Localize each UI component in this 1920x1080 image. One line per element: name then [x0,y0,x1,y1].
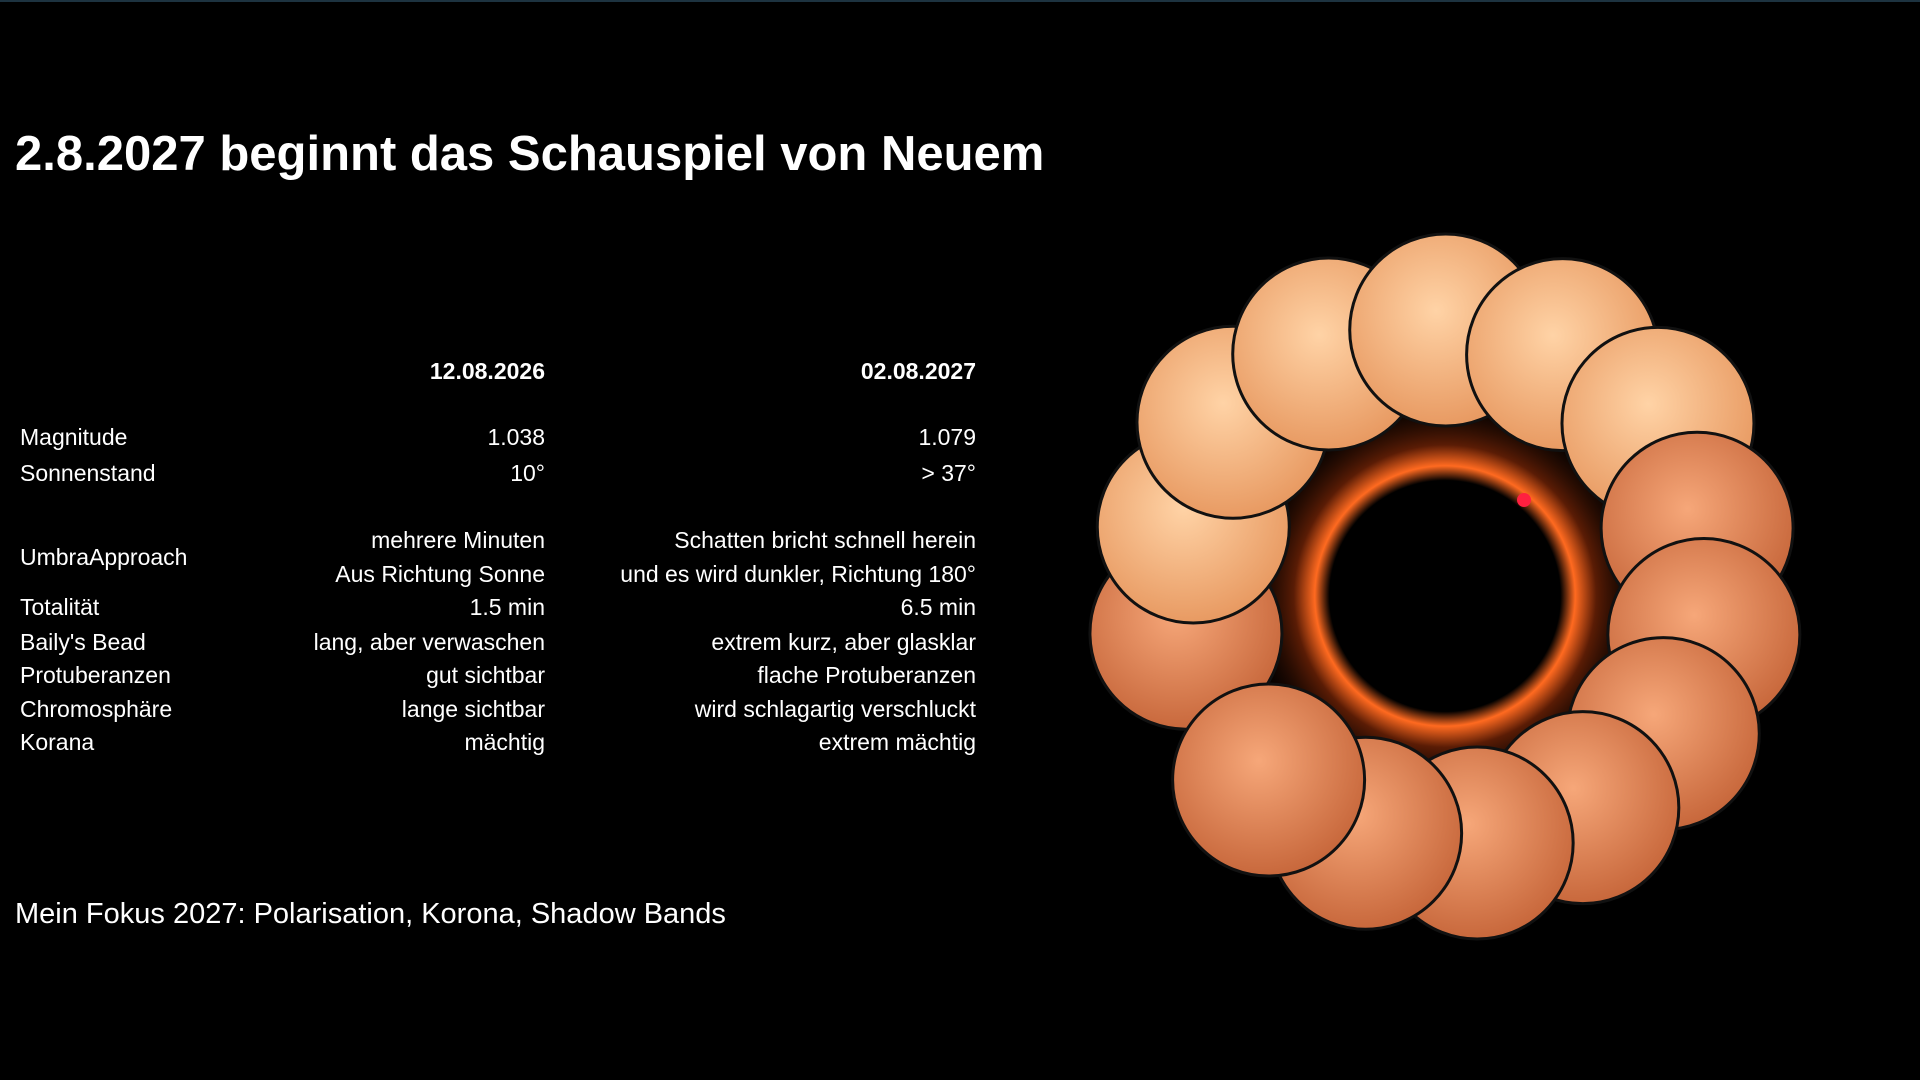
moon-disc [1330,481,1560,711]
cell-text: 6.5 min [900,594,976,620]
cell-text: Aus Richtung Sonne [335,561,545,587]
cell-text: > 37° [921,460,976,486]
row-label: Korana [20,729,95,755]
row-label: Magnitude [20,424,128,450]
cell-text: 1.5 min [469,594,545,620]
cell-text: wird schlagartig verschluckt [694,696,976,722]
cell-text: und es wird dunkler, Richtung 180° [620,561,976,587]
row-label: Sonnenstand [20,460,156,486]
cell-text: 1.079 [918,424,976,450]
cell-text: extrem kurz, aber glasklar [711,629,976,655]
cell-text: 1.038 [487,424,545,450]
row-label: UmbraApproach [20,544,188,570]
row-label: Protuberanzen [20,662,171,688]
cell-text: extrem mächtig [818,729,976,755]
prominence [1517,493,1531,507]
row-label: Baily's Bead [20,629,146,655]
cell-text: gut sichtbar [426,662,545,688]
cell-text: mächtig [464,729,545,755]
cell-text: 10° [510,460,545,486]
eclipse-sequence-image [1088,232,1802,941]
cell-text: Schatten bricht schnell herein [674,527,976,553]
cell-text: flache Protuberanzen [757,662,976,688]
top-border [0,0,1920,2]
footer-text: Mein Fokus 2027: Polarisation, Korona, S… [15,898,726,930]
cell-text: mehrere Minuten [371,527,545,553]
row-label: Totalität [20,594,100,620]
column-header: 12.08.2026 [429,358,545,384]
column-header: 02.08.2027 [860,358,976,384]
cell-text: lang, aber verwaschen [313,629,545,655]
row-label: Chromosphäre [20,696,173,722]
slide-title: 2.8.2027 beginnt das Schauspiel von Neue… [15,127,1045,181]
sun-disc [1171,682,1367,878]
cell-text: lange sichtbar [401,696,545,722]
